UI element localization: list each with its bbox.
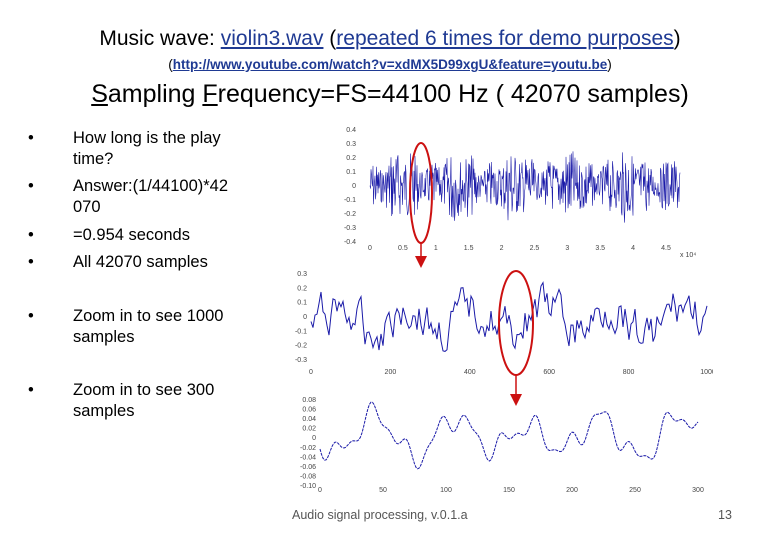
tick-label: -0.06 xyxy=(300,464,316,471)
tick-label: 4 xyxy=(631,245,635,252)
tick-label: 1.5 xyxy=(464,245,474,252)
tick-label: 0.1 xyxy=(346,169,356,176)
tick-label: 0.2 xyxy=(297,285,307,292)
tick-label: 50 xyxy=(379,487,387,494)
tick-label: 600 xyxy=(543,369,555,376)
bullet-dot: • xyxy=(28,177,34,195)
tick-label: 0.4 xyxy=(346,127,356,134)
title-paren-close: ) xyxy=(673,27,681,50)
tick-label: 0.08 xyxy=(302,397,316,404)
tick-label: 0.5 xyxy=(398,245,408,252)
sampling-heading: Sampling Frequency=FS=44100 Hz ( 42070 s… xyxy=(0,80,780,109)
full-xticks: 0 0.5 1 1.5 2 2.5 3 3.5 4 4.5 xyxy=(368,245,671,252)
bullet-dot: • xyxy=(28,381,34,399)
tick-label: 0 xyxy=(309,369,313,376)
frequency-f: F xyxy=(202,80,218,108)
tick-label: -0.02 xyxy=(300,445,316,452)
source-url-link[interactable]: http://www.youtube.com/watch?v=xdMX5D99x… xyxy=(172,57,608,72)
tick-label: -0.04 xyxy=(300,454,316,461)
bullet-text: =0.954 seconds xyxy=(73,226,190,244)
bullet-dot: • xyxy=(28,226,34,244)
tick-label: 0.1 xyxy=(297,300,307,307)
tick-label: 0 xyxy=(303,314,307,321)
tick-label: 0.04 xyxy=(302,416,316,423)
full-waveform-plot: 0.4 0.3 0.2 0.1 0 -0.1 -0.2 -0.3 -0.4 0 0.5 1 1.5 2 2… xyxy=(344,127,696,259)
tick-label: 1 xyxy=(434,245,438,252)
title-paren-open: ( xyxy=(323,27,337,50)
slide-title: Music wave: violin3.wav (repeated 6 time… xyxy=(0,27,780,51)
tick-label: 1000 xyxy=(700,369,713,376)
frequency-rest: requency=FS=44100 Hz ( 42070 samples) xyxy=(217,80,689,108)
tick-label: 0.06 xyxy=(302,407,316,414)
zoom-1000-plot: 0.3 0.2 0.1 0 -0.1 -0.2 -0.3 0 200 400 600 800 1000 xyxy=(295,271,713,376)
tick-label: 200 xyxy=(385,369,397,376)
tick-label: 400 xyxy=(464,369,476,376)
source-url-line: (http://www.youtube.com/watch?v=xdMX5D99… xyxy=(0,57,780,72)
tick-label: 0 xyxy=(312,435,316,442)
sampling-s: S xyxy=(91,80,108,108)
tick-label: -0.4 xyxy=(344,239,356,246)
tick-label: 3 xyxy=(565,245,569,252)
bullet-text: Zoom in to see 300 samples xyxy=(73,381,215,420)
url-paren-close: ) xyxy=(607,57,612,72)
tick-label: 200 xyxy=(566,487,578,494)
zoom-300-yticks: 0.08 0.06 0.04 0.02 0 -0.02 -0.04 -0.06 -0.08 -0.… xyxy=(300,397,316,490)
tick-label: 2.5 xyxy=(530,245,540,252)
tick-label: 0.02 xyxy=(302,426,316,433)
full-waveform-trace xyxy=(369,151,681,223)
zoom-300-waveform-trace xyxy=(319,401,699,470)
tick-label: -0.2 xyxy=(344,211,356,218)
bullet-text: Answer:(1/44100)*42 070 xyxy=(73,177,229,216)
zoom-1000-yticks: 0.3 0.2 0.1 0 -0.1 -0.2 -0.3 xyxy=(295,271,307,364)
tick-label: 3.5 xyxy=(595,245,605,252)
full-xscale-label: x 10⁴ xyxy=(680,252,696,259)
tick-label: -0.3 xyxy=(295,357,307,364)
bullet-dot: • xyxy=(28,253,34,271)
tick-label: 4.5 xyxy=(661,245,671,252)
tick-label: 0.2 xyxy=(346,155,356,162)
tick-label: 150 xyxy=(503,487,515,494)
tick-label: 0.3 xyxy=(346,141,356,148)
bullet-dot: • xyxy=(28,129,34,147)
zoom-300-xticks: 0 50 100 150 200 250 300 xyxy=(318,487,704,494)
tick-label: 2 xyxy=(500,245,504,252)
tick-label: -0.1 xyxy=(295,328,307,335)
tick-label: 250 xyxy=(629,487,641,494)
tick-label: -0.08 xyxy=(300,473,316,480)
full-yticks: 0.4 0.3 0.2 0.1 0 -0.1 -0.2 -0.3 -0.4 xyxy=(344,127,356,246)
tick-label: -0.3 xyxy=(344,225,356,232)
tick-label: -0.1 xyxy=(344,197,356,204)
tick-label: 0.3 xyxy=(297,271,307,278)
repeat-note-link[interactable]: repeated 6 times for demo purposes xyxy=(336,27,674,50)
title-prefix: Music wave: xyxy=(99,27,221,50)
bullet-dot: • xyxy=(28,307,34,325)
tick-label: -0.10 xyxy=(300,483,316,490)
file-link[interactable]: violin3.wav xyxy=(220,27,324,50)
tick-label: 300 xyxy=(692,487,704,494)
tick-label: 100 xyxy=(440,487,452,494)
bullet-text: How long is the play time? xyxy=(73,129,221,168)
bullet-text: All 42070 samples xyxy=(73,253,208,271)
tick-label: 0 xyxy=(318,487,322,494)
bullet-text: Zoom in to see 1000 samples xyxy=(73,307,224,346)
tick-label: 0 xyxy=(352,183,356,190)
url-paren-open: ( xyxy=(168,57,173,72)
zoom-300-plot: 0.08 0.06 0.04 0.02 0 -0.02 -0.04 -0.06 -0.08 -0.… xyxy=(300,397,704,494)
zoom-1000-xticks: 0 200 400 600 800 1000 xyxy=(309,369,713,376)
tick-label: 0 xyxy=(368,245,372,252)
tick-label: -0.2 xyxy=(295,343,307,350)
tick-label: 800 xyxy=(623,369,635,376)
zoom-1000-waveform-trace xyxy=(310,281,708,352)
sampling-rest: ampling xyxy=(107,80,203,108)
page-number: 13 xyxy=(718,508,732,522)
footer-text: Audio signal processing, v.0.1.a xyxy=(292,508,468,522)
